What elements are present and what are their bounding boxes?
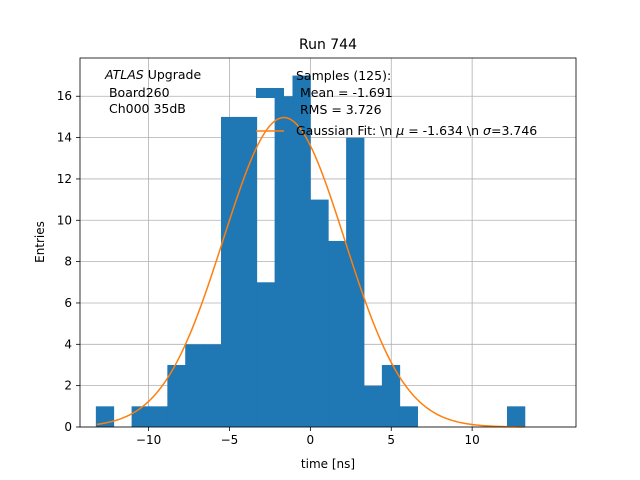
annotation-atlas-word: ATLAS [104, 67, 144, 82]
gaussian-fit-curve [96, 116, 524, 428]
histogram-bar [185, 344, 204, 427]
x-axis-label: time [ns] [301, 457, 355, 471]
histogram-bar [507, 406, 526, 427]
legend-fit-part-3: =3.746 [491, 123, 537, 138]
legend-fit-part-1: Gaussian Fit: \n [296, 123, 396, 138]
y-tick-label: 14 [57, 131, 72, 145]
y-tick-label: 0 [64, 420, 72, 434]
chart-title: Run 744 [299, 37, 357, 53]
annotation-line-2: Board260 [105, 85, 170, 100]
x-tick-label: 5 [387, 433, 395, 447]
histogram-bar [346, 137, 365, 427]
x-tick-label: −10 [136, 433, 161, 447]
annotation-upgrade-word: Upgrade [144, 67, 202, 82]
histogram-bar [274, 96, 293, 427]
legend-fit-part-2: = -1.634 \n [404, 123, 483, 138]
histogram-bar [238, 116, 258, 428]
x-axis-ticks: −10 −5 0 5 10 [136, 427, 480, 447]
y-axis-label: Entries [33, 221, 47, 263]
annotation-text: ATLAS Upgrade Board260 Ch000 35dB [104, 67, 201, 116]
histogram-bar [220, 116, 240, 428]
annotation-line-1: ATLAS Upgrade [104, 67, 201, 82]
histogram-bar [256, 282, 276, 427]
histogram-bars [95, 75, 526, 428]
histogram-bar [310, 199, 329, 427]
legend: Samples (125): Mean = -1.691 RMS = 3.726… [256, 68, 537, 138]
y-tick-label: 12 [57, 172, 72, 186]
legend-hist-line-1: Samples (125): [296, 68, 391, 83]
histogram-bar [363, 385, 383, 427]
histogram-bar [292, 75, 311, 428]
x-tick-label: −5 [221, 433, 239, 447]
histogram-bar [381, 364, 401, 427]
histogram-bar [149, 406, 168, 427]
legend-fit-mu: μ [395, 123, 404, 138]
x-tick-label: 10 [465, 433, 480, 447]
plot-frame [79, 57, 577, 428]
annotation-line-3: Ch000 35dB [105, 101, 186, 116]
histogram-bar [131, 406, 150, 427]
y-tick-label: 6 [64, 296, 72, 310]
y-tick-label: 8 [64, 255, 72, 269]
y-tick-label: 4 [64, 337, 72, 351]
legend-hist-line-3: RMS = 3.726 [296, 102, 382, 117]
legend-fit-sigma: σ [483, 123, 492, 138]
legend-hist-swatch [256, 88, 284, 98]
histogram-bar [399, 406, 419, 427]
histogram-bar [167, 364, 186, 427]
y-axis-ticks: 0 2 4 6 8 10 12 14 16 [57, 89, 80, 434]
y-tick-label: 2 [64, 379, 72, 393]
y-tick-label: 10 [57, 213, 72, 227]
histogram-bar [328, 240, 347, 427]
x-tick-label: 0 [307, 433, 315, 447]
histogram-bar [203, 344, 222, 427]
legend-fit-label: Gaussian Fit: \n μ = -1.634 \n σ=3.746 [296, 123, 537, 138]
legend-hist-line-2: Mean = -1.691 [296, 85, 393, 100]
y-tick-label: 16 [57, 89, 72, 103]
